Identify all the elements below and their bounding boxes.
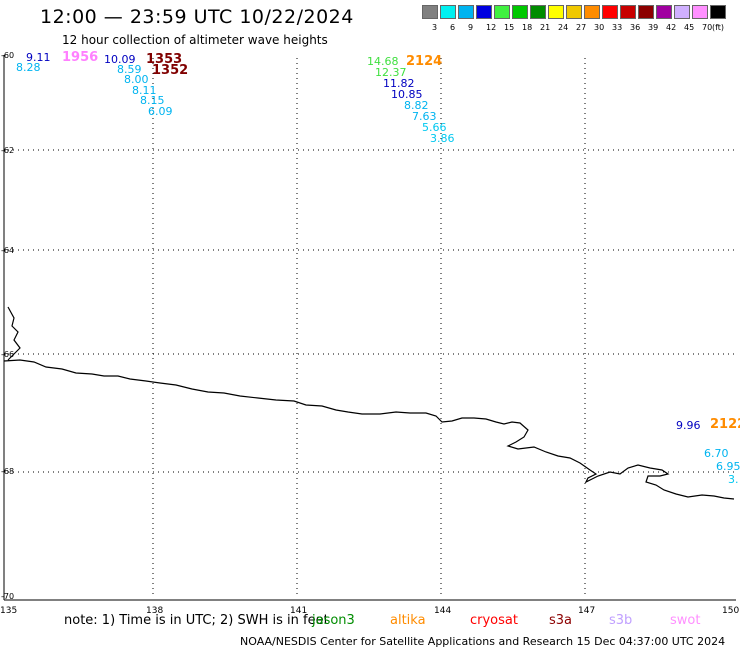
- wave-height-value: 6.95: [716, 460, 740, 473]
- legend-swatch: [512, 5, 528, 19]
- legend-swatch: [674, 5, 690, 19]
- legend-swatch: [422, 5, 438, 19]
- wave-height-value: 7.63: [412, 110, 437, 123]
- legend-swatch: [494, 5, 510, 19]
- pass-time-label: 1353: [146, 52, 183, 67]
- pass-time-label: 2124: [406, 54, 443, 69]
- legend-swatch: [692, 5, 708, 19]
- y-tick-label: -68: [1, 467, 15, 476]
- satellite-cryosat: cryosat: [470, 613, 518, 628]
- page-subtitle: 12 hour collection of altimeter wave hei…: [62, 33, 328, 47]
- satellite-swot: swot: [670, 613, 701, 628]
- x-tick-label: 144: [434, 606, 452, 616]
- x-tick-label: 150: [722, 606, 740, 616]
- pass-time-label: 1956: [62, 50, 99, 65]
- legend-label: 9: [468, 23, 474, 32]
- wave-height-value: 3.86: [430, 132, 455, 145]
- wave-height-value: 10.85: [391, 88, 423, 101]
- legend-swatch: [710, 5, 726, 19]
- legend-label: (ft): [712, 23, 725, 32]
- y-tick-label: -70: [1, 592, 15, 601]
- wave-height-value: 11.82: [383, 77, 415, 90]
- wave-height-value: 8.11: [132, 84, 157, 97]
- legend-swatch: [638, 5, 654, 19]
- legend-swatch: [620, 5, 636, 19]
- satellite-s3a: s3a: [549, 613, 573, 628]
- legend-label: 42: [666, 23, 677, 32]
- legend-label: 6: [450, 23, 456, 32]
- x-tick-label: 141: [290, 606, 308, 616]
- pass-time-label: 2122: [710, 417, 740, 432]
- x-tick-label: 135: [0, 606, 18, 616]
- wave-height-value: 8.59: [117, 63, 142, 76]
- legend-swatch: [566, 5, 582, 19]
- x-tick-label: 138: [146, 606, 164, 616]
- wave-height-value: 9.11: [26, 51, 51, 64]
- legend-swatch: [440, 5, 456, 19]
- wave-height-value: 3.: [728, 473, 739, 486]
- legend-label: 30: [594, 23, 605, 32]
- wave-height-value: 10.09: [104, 53, 136, 66]
- legend-swatch: [602, 5, 618, 19]
- page-title: 12:00 — 23:59 UTC 10/22/2024: [40, 6, 354, 28]
- legend-label: 18: [522, 23, 533, 32]
- pass-time-label: 1352: [152, 63, 189, 78]
- legend-label: 24: [558, 23, 569, 32]
- wave-height-value: 12.37: [375, 66, 407, 79]
- legend-swatch: [476, 5, 492, 19]
- satellite-jason3: jason3: [312, 613, 355, 628]
- graticule: [8, 58, 736, 598]
- legend-label: 21: [540, 23, 551, 32]
- legend-label: 27: [576, 23, 587, 32]
- legend-swatch: [548, 5, 564, 19]
- y-tick-label: -62: [1, 146, 15, 155]
- legend-label: 70: [702, 23, 713, 32]
- units-note: note: 1) Time is in UTC; 2) SWH is in fe…: [64, 613, 329, 628]
- wave-height-value: 6.09: [148, 105, 173, 118]
- satellite-s3b: s3b: [609, 613, 633, 628]
- wave-height-value: 8.28: [16, 61, 41, 74]
- satellite-altika: altika: [390, 613, 426, 628]
- credit-footer: NOAA/NESDIS Center for Satellite Applica…: [240, 635, 726, 648]
- legend-swatch: [530, 5, 546, 19]
- wave-height-value: 5.66: [422, 121, 447, 134]
- legend-label: 45: [684, 23, 695, 32]
- legend-label: 12: [486, 23, 497, 32]
- x-tick-label: 147: [578, 606, 596, 616]
- wave-height-value: 8.82: [404, 99, 429, 112]
- y-tick-label: -60: [1, 51, 15, 60]
- y-tick-label: -66: [1, 350, 15, 359]
- legend-label: 3: [432, 23, 438, 32]
- legend-swatch: [656, 5, 672, 19]
- coastline: [3, 306, 735, 500]
- legend-swatch: [584, 5, 600, 19]
- wave-height-value: 8.00: [124, 73, 149, 86]
- wave-height-value: 6.70: [704, 447, 729, 460]
- wave-height-value: 14.68: [367, 55, 399, 68]
- wave-height-value: 8.15: [140, 94, 165, 107]
- wave-height-value: 9.96: [676, 419, 701, 432]
- y-tick-label: -64: [1, 246, 15, 255]
- legend-label: 36: [630, 23, 641, 32]
- legend-swatch: [458, 5, 474, 19]
- legend-label: 15: [504, 23, 515, 32]
- legend-label: 39: [648, 23, 659, 32]
- legend-label: 33: [612, 23, 623, 32]
